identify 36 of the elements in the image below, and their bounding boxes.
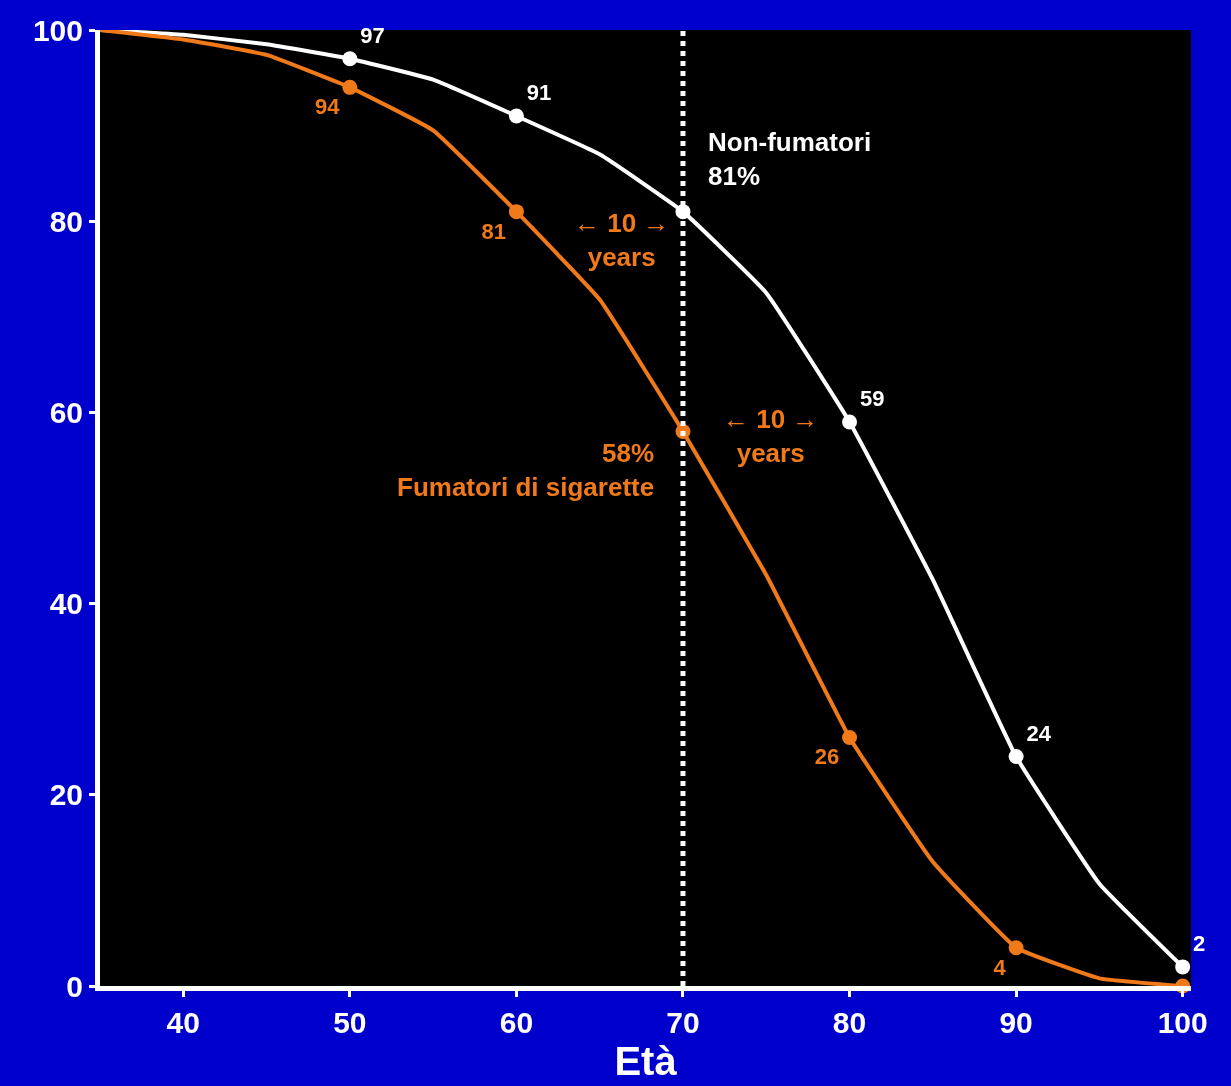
y-tick-label: 40 (49, 587, 83, 621)
data-label: 4 (993, 954, 1007, 980)
x-tick-label: 80 (832, 1006, 867, 1039)
x-tick-label: 60 (499, 1006, 534, 1039)
y-tick-label: 20 (49, 778, 83, 812)
y-tick-label: 0 (66, 969, 83, 1003)
point (842, 729, 858, 745)
point (342, 79, 358, 95)
x-tick-label: 40 (166, 1006, 200, 1039)
annotation: Non-fumatori 81% (708, 127, 872, 191)
point (1008, 940, 1024, 956)
x-tick-label: 70 (666, 1006, 700, 1039)
x-axis-title: Età (614, 1039, 678, 1083)
y-tick-label: 100 (32, 13, 83, 47)
point (842, 414, 858, 430)
point (508, 204, 524, 220)
data-label: 91 (526, 80, 552, 106)
data-label: 97 (360, 22, 385, 48)
y-tick-label: 80 (49, 204, 83, 238)
annotation: 58% Fumatori di sigarette (397, 438, 655, 502)
data-label: 94 (314, 94, 341, 120)
point (1008, 749, 1024, 765)
data-label: 81 (481, 218, 507, 244)
point (1175, 959, 1191, 975)
annotation: ← 10 → years (574, 208, 670, 272)
data-label: 2 (1193, 931, 1206, 957)
data-label: 59 (859, 386, 885, 412)
x-tick-label: 50 (333, 1006, 367, 1039)
point (508, 108, 524, 124)
data-label: 26 (814, 744, 840, 770)
data-label: 24 (1026, 720, 1052, 746)
point (342, 51, 358, 67)
y-tick-label: 60 (49, 395, 83, 429)
annotation: ← 10 → years (723, 404, 819, 468)
x-tick-label: 100 (1157, 1006, 1208, 1039)
x-tick-label: 90 (999, 1006, 1033, 1039)
